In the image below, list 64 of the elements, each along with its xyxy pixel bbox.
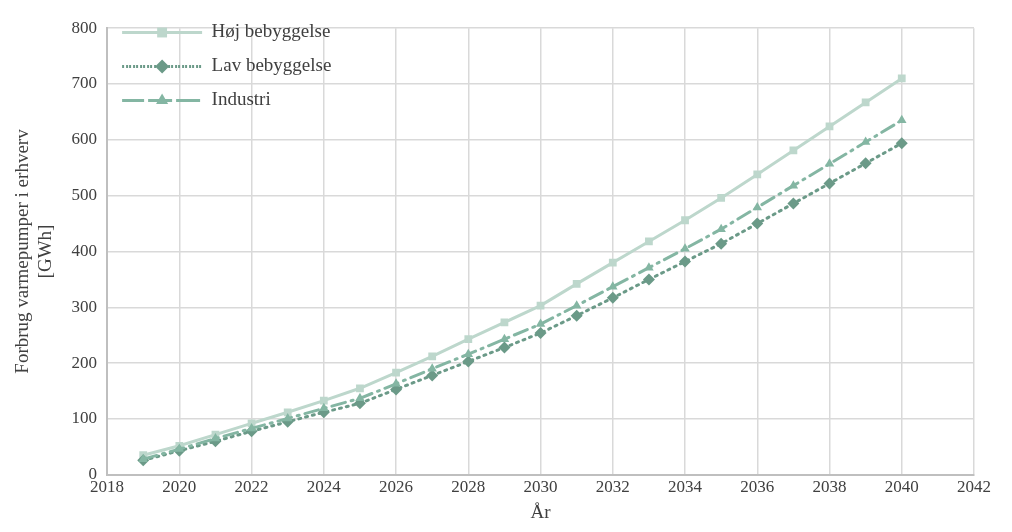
point [895,137,908,150]
point [356,384,364,393]
x-tick-label: 2040 [884,477,919,497]
point [606,291,619,304]
point [751,217,764,230]
legend-label: Høj bebyggelse [211,20,331,42]
y-tick-label: 500 [71,185,98,205]
point [787,197,800,210]
point [644,262,654,271]
x-tick-label: 2030 [523,477,558,497]
x-tick-label: 2042 [957,477,991,497]
y-tick-label: 800 [71,17,98,37]
point [319,396,328,405]
point [319,402,329,412]
point [608,281,618,290]
point [752,201,763,211]
x-tick-label: 2032 [595,477,630,497]
point [716,223,726,232]
point [897,74,906,83]
point [859,157,872,170]
y-tick-label: 700 [71,73,98,93]
point [681,216,689,225]
point [861,98,870,107]
x-tick-label: 2020 [162,477,197,497]
legend-label: Industri [211,88,271,110]
point [715,237,728,250]
x-tick-label: 2028 [451,477,486,497]
point [536,301,545,310]
point [824,158,835,167]
point [753,170,762,179]
point [608,258,617,267]
point [392,368,400,377]
y-axis-title: Forbrug varmepumper i erhverv [GWh] [11,128,56,374]
point [391,378,401,387]
x-tick-label: 2026 [379,477,414,497]
legend-label: Lav bebyggelse [211,54,332,76]
point [464,335,473,344]
point [534,327,547,340]
point [717,194,726,202]
point [282,412,293,422]
point [572,279,581,288]
x-tick-label: 2022 [234,477,269,497]
point [642,273,655,286]
x-axis-title: År [530,500,552,522]
point [823,177,836,190]
point [355,392,365,402]
y-tick-label: 300 [71,296,98,316]
point [679,255,692,268]
y-tick-label: 200 [71,352,98,372]
point [645,237,653,246]
point [428,352,437,361]
point [283,408,292,417]
point [897,114,907,124]
y-tick-label: 600 [71,129,98,149]
point [535,318,546,327]
point [570,309,583,322]
x-tick-label: 2034 [668,477,703,497]
y-tick-label: 100 [71,408,98,428]
point [246,422,257,432]
x-tick-label: 2036 [740,477,775,497]
y-tick-label: 400 [71,240,98,260]
x-tick-label: 2024 [306,477,342,497]
point [498,341,511,354]
x-tick-label: 2038 [812,477,847,497]
